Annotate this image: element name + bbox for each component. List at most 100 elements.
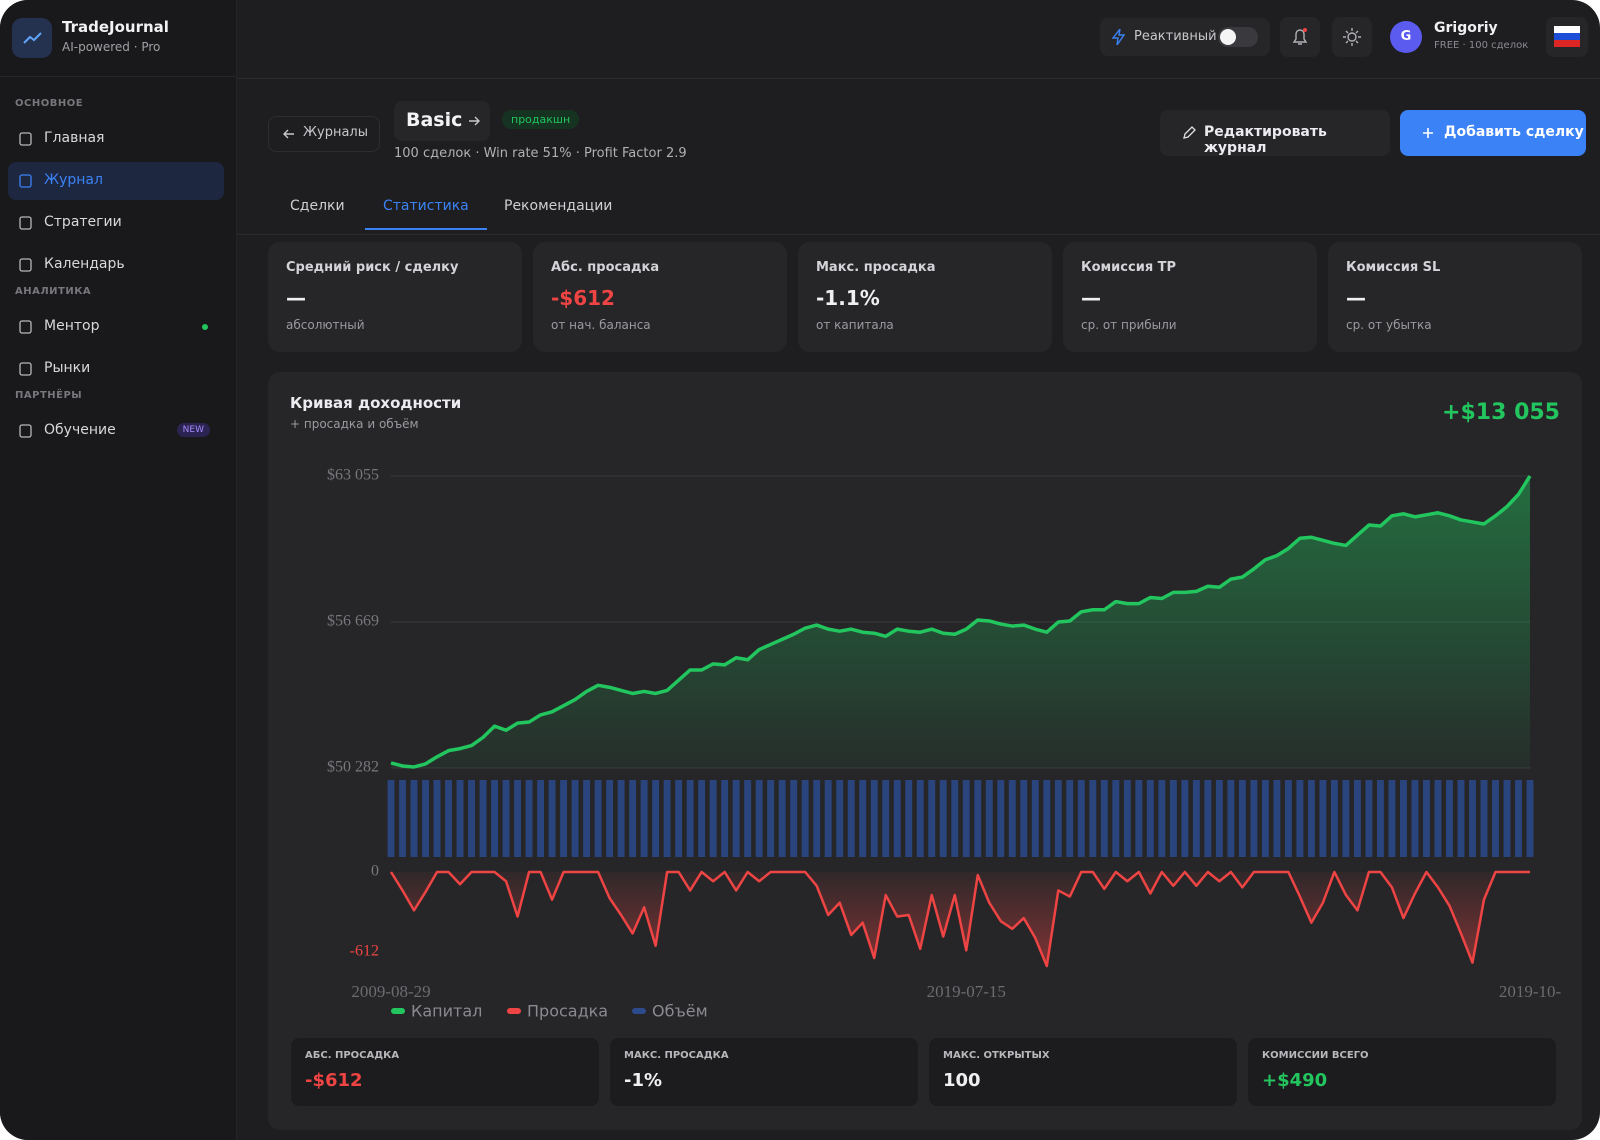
avatar[interactable]: G [1390,21,1422,53]
nav-icon [19,216,32,230]
stat-label: Абс. просадка [551,260,660,275]
nav-item[interactable]: Рынки [8,350,224,388]
volume-bar [939,780,947,857]
tab[interactable]: Статистика [383,198,469,214]
add-trade-button[interactable]: Добавить сделку [1400,110,1586,156]
volume-bar [755,780,763,857]
stat-card: Макс. просадка -1.1% от капитала [798,242,1052,352]
volume-bar [1399,780,1407,857]
journal-arrow-shape [469,116,480,126]
summary-label: АБС. ПРОСАДКА [305,1050,400,1061]
volume-bar [1273,780,1281,857]
volume-bar [1192,780,1200,857]
language-button[interactable] [1546,17,1588,57]
volume-bar [1434,780,1442,857]
volume-bar [571,780,579,857]
volume-bar [479,780,487,857]
legend-label: Капитал [411,1002,482,1021]
nav-item[interactable]: Журнал [8,162,224,200]
notifications-button[interactable] [1280,17,1320,57]
flag-white [1554,26,1580,33]
nav-icon-shape [19,174,32,188]
stat-label: Средний риск / сделку [286,260,459,275]
volume-bar [1457,780,1465,857]
volume-bar [1469,780,1476,857]
tab-underline [365,228,487,230]
volume-bar [1066,780,1074,857]
pencil-icon [1183,126,1196,139]
tab[interactable]: Рекомендации [504,198,613,214]
volume-bar [1146,780,1154,857]
series-line [390,475,1532,769]
volume-bar [1008,780,1016,857]
volume-bar [1446,780,1453,857]
theme-button[interactable] [1332,17,1372,57]
nav-label: Ментор [44,318,100,334]
volume-bar [951,780,959,857]
nav-icon [19,320,32,334]
stat-label: Комиссия TP [1081,260,1177,275]
volume-bar [916,780,924,857]
volume-bar [1123,780,1131,857]
volume-bar [1054,780,1062,857]
volume-bar [652,780,660,857]
reactive-toggle[interactable]: Реактивный [1100,18,1270,56]
x-tick-label: 2019-07-15 [927,982,1006,1001]
y-tick-label: $50 282 [327,759,379,776]
chart-card: Кривая доходности + просадка и объём +$1… [268,372,1582,1130]
nav-icon [19,362,32,376]
back-button[interactable]: Журналы [268,116,380,152]
tabs-divider [237,234,1600,235]
volume-bar [1135,780,1143,857]
chart-subtitle: + просадка и объём [290,417,419,431]
volume-bar [491,780,498,857]
volume-bar [1100,780,1108,857]
topbar [237,0,1600,79]
volume-bar [1043,780,1051,857]
area-fill [391,476,1530,768]
volume-bar [560,780,568,857]
legend-label: Просадка [527,1002,608,1021]
volume-bar [387,780,395,857]
volume-bar [1515,780,1522,857]
nav-icon-shape [19,424,32,438]
toggle-label: Реактивный [1134,29,1217,44]
volume-bar [732,780,740,857]
y-tick-label: $56 669 [327,613,379,630]
legend-swatch [391,1008,405,1014]
legend-swatch [507,1008,521,1014]
nav-icon-shape [19,320,32,334]
stat-sub: абсолютный [286,318,365,332]
edit-journal-button[interactable]: Редактировать журнал [1160,110,1390,156]
volume-bar [456,780,464,857]
add-label: Добавить сделку [1444,124,1584,140]
brand-title: TradeJournal [62,18,169,36]
x-tick-label: 2009-08-29 [351,982,430,1001]
summary-item: АБС. ПРОСАДКА -$612 [291,1038,599,1106]
volume-bar [882,780,890,857]
volume-bar [813,780,821,857]
back-arrow-shape [283,129,294,139]
volume-bar [1238,780,1246,857]
nav-item[interactable]: Главная [8,120,224,158]
summary-value: -1% [624,1070,663,1091]
volume-bar [1319,780,1327,857]
volume-bar [1215,780,1223,857]
volume-bar [1181,780,1189,857]
nav-item[interactable]: Календарь [8,246,224,284]
nav-item[interactable]: Стратегии [8,204,224,242]
volume-bar [640,780,648,857]
bell-dot [1303,28,1307,32]
journal-meta: 100 сделок · Win rate 51% · Profit Facto… [394,146,687,161]
nav-item[interactable]: Обучение NEW [8,412,224,450]
journal-selector[interactable]: Basic [394,101,490,141]
volume-bar [1330,780,1338,857]
tab[interactable]: Сделки [290,198,345,214]
volume-bar [744,780,752,857]
volume-bar [721,780,729,857]
volume-bar [847,780,855,857]
nav-item[interactable]: Ментор [8,308,224,346]
stat-card: Комиссия SL — ср. от убытка [1328,242,1582,352]
